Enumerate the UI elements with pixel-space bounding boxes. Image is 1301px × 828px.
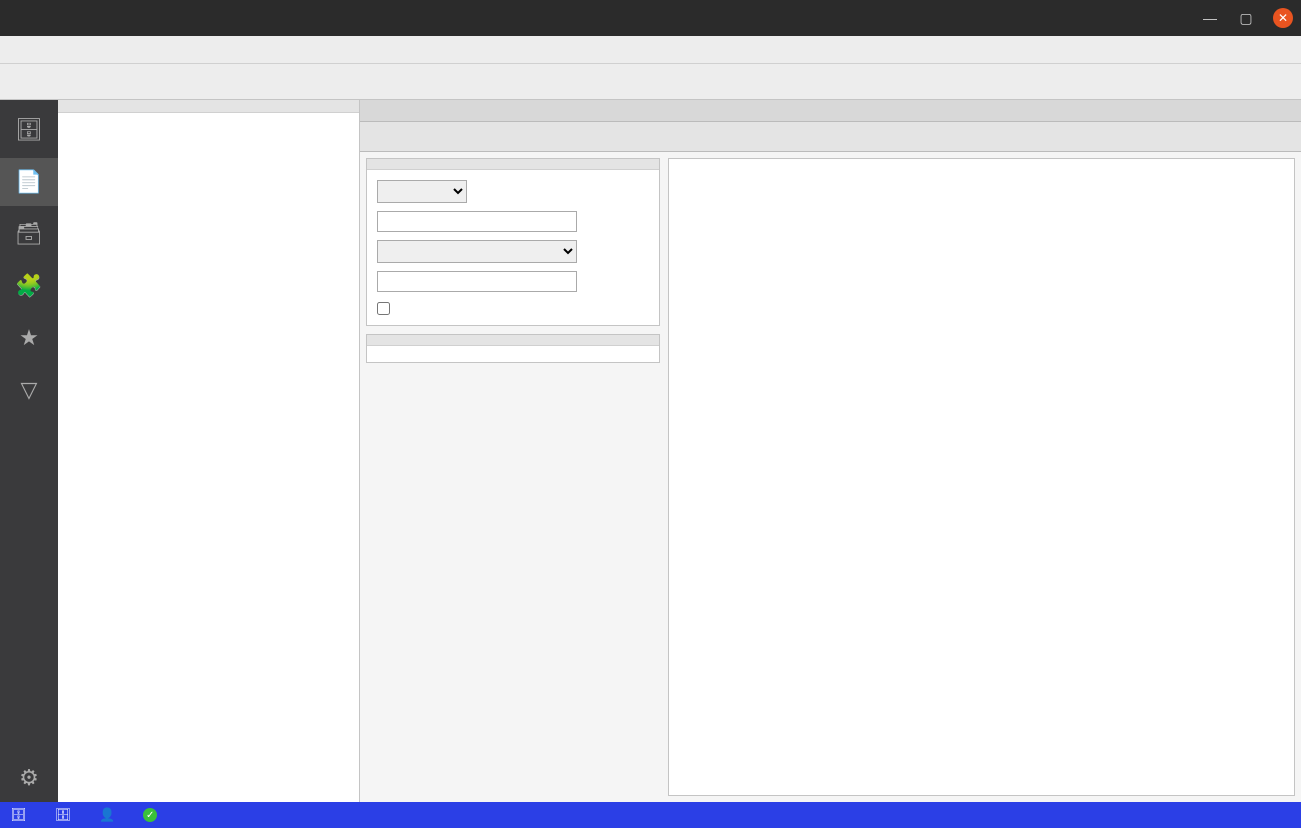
- properties-pane: [360, 152, 660, 802]
- status-db[interactable]: 🗄: [10, 807, 33, 823]
- status-server[interactable]: 🗄: [55, 807, 78, 823]
- chart-pane: [668, 158, 1295, 796]
- settings-icon[interactable]: ⚙: [0, 754, 58, 802]
- toolbar: [0, 64, 1301, 100]
- user-icon: 👤: [99, 807, 115, 823]
- color-set-input[interactable]: [377, 211, 577, 232]
- status-bar: 🗄 🗄 👤 ✓: [0, 802, 1301, 828]
- database-icon: 🗄: [10, 807, 27, 823]
- truncate-from-select[interactable]: [377, 240, 577, 263]
- db-tab-row: [360, 100, 1301, 122]
- file-tab-row: [360, 122, 1301, 152]
- show-relative-checkbox[interactable]: [377, 302, 390, 315]
- saved-files-sidebar: [58, 100, 360, 802]
- truncate-limit-input[interactable]: [377, 271, 577, 292]
- menubar: [0, 36, 1301, 64]
- plugins-icon[interactable]: 🧩: [0, 262, 58, 310]
- archive-icon[interactable]: 🗃: [0, 210, 58, 258]
- chart-type-select[interactable]: [377, 180, 467, 203]
- style-panel: [366, 158, 660, 326]
- check-icon: ✓: [143, 808, 157, 822]
- status-connected[interactable]: ✓: [143, 808, 163, 822]
- status-user[interactable]: 👤: [99, 807, 121, 823]
- maximize-icon[interactable]: ▢: [1237, 9, 1255, 27]
- server-icon: 🗄: [55, 807, 72, 823]
- data-panel: [366, 334, 660, 363]
- window-controls: — ▢ ✕: [1201, 8, 1293, 28]
- sidebar-title: [58, 100, 359, 113]
- data-panel-title: [367, 335, 659, 346]
- database-icon[interactable]: 🗄: [0, 106, 58, 154]
- style-panel-title: [367, 159, 659, 170]
- query-history-icon[interactable]: ▽: [0, 366, 58, 414]
- minimize-icon[interactable]: —: [1201, 9, 1219, 27]
- titlebar: — ▢ ✕: [0, 0, 1301, 36]
- activity-bar: 🗄 📄 🗃 🧩 ★ ▽ ⚙: [0, 100, 58, 802]
- close-icon[interactable]: ✕: [1273, 8, 1293, 28]
- line-chart: [669, 165, 1294, 795]
- files-icon[interactable]: 📄: [0, 158, 58, 206]
- favorites-icon[interactable]: ★: [0, 314, 58, 362]
